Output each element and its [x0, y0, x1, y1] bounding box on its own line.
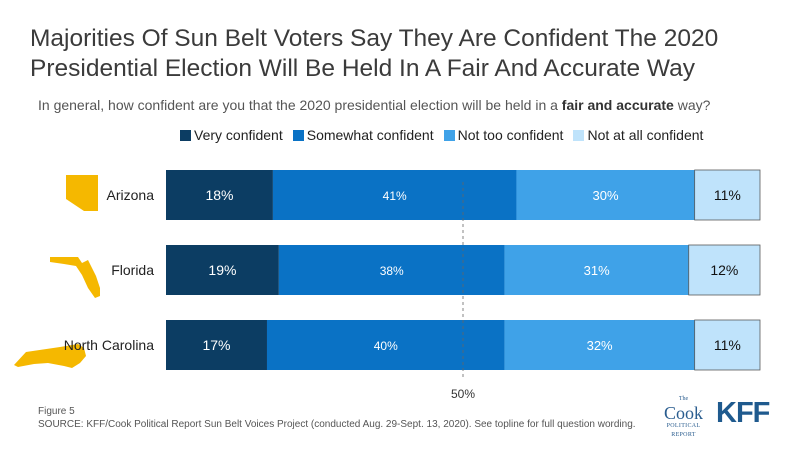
- arizona-shape-icon: [66, 175, 98, 211]
- cook-logo-report: REPORT: [671, 432, 696, 438]
- bar-segment-florida-very-confident: [166, 245, 279, 295]
- bar-segment-north-carolina-very-confident: [166, 320, 267, 370]
- data-label-florida-very-confident: 19%: [208, 262, 236, 278]
- cook-political-report-logo: The Cook POLITICAL REPORT: [664, 395, 703, 440]
- legend-item-not-at-all-confident: Not at all confident: [573, 127, 703, 143]
- legend-item-very-confident: Very confident: [180, 127, 283, 143]
- bar-segment-arizona-not-too-confident: [516, 170, 695, 220]
- category-label-florida: Florida: [111, 262, 154, 278]
- bar-segment-north-carolina-not-at-all-confident: [694, 319, 761, 371]
- bars-layer: Arizona 18% 41% 30% 11% Florida 19% 38% 31% 12% No…: [64, 169, 761, 371]
- bar-segment-arizona-somewhat-confident: [272, 170, 517, 220]
- legend-swatch-not-at-all-confident: [573, 129, 585, 141]
- reference-line-layer: 50%: [451, 182, 475, 401]
- data-label-arizona-very-confident: 18%: [205, 187, 233, 203]
- legend-label-very-confident: Very confident: [194, 127, 283, 143]
- source-text: SOURCE: KFF/Cook Political Report Sun Be…: [38, 419, 636, 430]
- cook-logo-name: Cook: [664, 403, 704, 423]
- bar-segment-florida-not-too-confident: [504, 245, 689, 295]
- data-label-north-carolina-not-too-confident: 32%: [587, 338, 613, 353]
- state-icon-florida: [50, 257, 100, 298]
- legend-label-somewhat-confident: Somewhat confident: [306, 127, 434, 143]
- bar-segment-north-carolina-somewhat-confident: [266, 320, 505, 370]
- data-label-north-carolina-somewhat-confident: 40%: [374, 339, 398, 353]
- state-icon-arizona: [66, 175, 98, 211]
- data-label-north-carolina-not-at-all-confident: 11%: [714, 337, 741, 353]
- chart-subtitle: In general, how confident are you that t…: [38, 97, 710, 113]
- legend-label-not-at-all-confident: Not at all confident: [587, 127, 704, 143]
- chart-legend: Very confident Somewhat confident Not to…: [180, 127, 703, 143]
- data-label-florida-not-too-confident: 31%: [584, 263, 610, 278]
- category-label-north-carolina: North Carolina: [64, 337, 154, 353]
- legend-label-not-too-confident: Not too confident: [457, 127, 564, 143]
- legend-item-not-too-confident: Not too confident: [443, 127, 564, 143]
- data-label-arizona-somewhat-confident: 41%: [383, 189, 407, 203]
- bar-segment-florida-somewhat-confident: [278, 245, 505, 295]
- florida-shape-icon: [50, 257, 100, 298]
- chart-footnote: Figure 5 SOURCE: KFF/Cook Political Repo…: [38, 405, 636, 431]
- bar-segment-north-carolina-not-too-confident: [504, 320, 695, 370]
- cook-logo-the: The: [678, 396, 689, 402]
- north-carolina-shape-icon: [14, 344, 86, 368]
- subtitle-text-start: In general, how confident are you that t…: [38, 97, 562, 113]
- subtitle-bold-text: fair and accurate: [561, 97, 674, 113]
- legend-swatch-not-too-confident: [443, 129, 455, 141]
- data-label-florida-somewhat-confident: 38%: [380, 264, 404, 278]
- state-icon-north-carolina: [14, 344, 86, 368]
- bar-segment-arizona-not-at-all-confident: [694, 169, 761, 221]
- figure-number: Figure 5: [38, 406, 75, 417]
- reference-line-label: 50%: [451, 387, 475, 401]
- category-label-arizona: Arizona: [107, 187, 155, 203]
- bar-segment-arizona-very-confident: [166, 170, 273, 220]
- data-label-florida-not-at-all-confident: 12%: [710, 262, 738, 278]
- legend-item-somewhat-confident: Somewhat confident: [292, 127, 434, 143]
- subtitle-text-end: way?: [673, 97, 711, 113]
- data-label-north-carolina-very-confident: 17%: [202, 337, 230, 353]
- data-label-arizona-not-too-confident: 30%: [593, 188, 619, 203]
- kff-logo: KFF: [716, 397, 770, 429]
- legend-swatch-somewhat-confident: [292, 129, 304, 141]
- legend-swatch-very-confident: [180, 129, 191, 141]
- data-label-arizona-not-at-all-confident: 11%: [714, 187, 741, 203]
- cook-logo-political: POLITICAL: [666, 423, 701, 429]
- chart-title: Majorities Of Sun Belt Voters Say They A…: [30, 25, 719, 82]
- bar-segment-florida-not-at-all-confident: [688, 244, 761, 296]
